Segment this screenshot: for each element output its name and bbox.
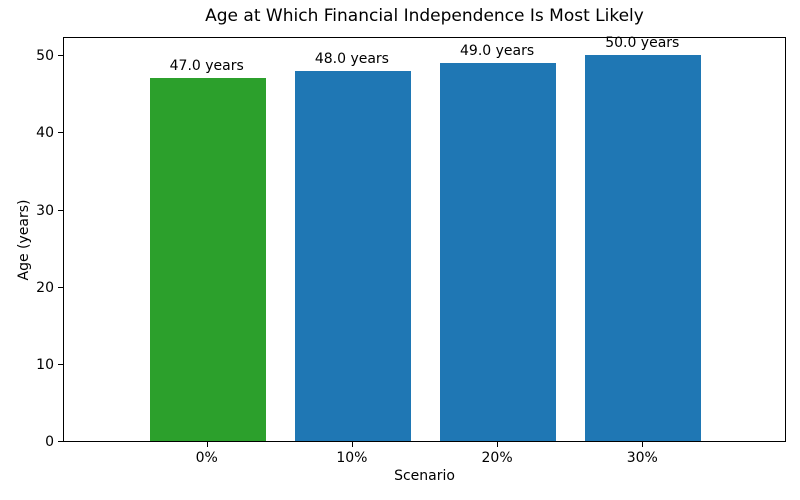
x-tick-label-10%: 10% <box>336 450 368 466</box>
x-axis-label: Scenario <box>394 468 455 484</box>
bar-10% <box>294 70 411 441</box>
y-tick-label-40: 40 <box>36 125 54 142</box>
x-tick-label-20%: 20% <box>481 450 513 466</box>
y-tick-label-10: 10 <box>36 356 54 373</box>
x-tick-mark-30% <box>642 442 644 447</box>
x-tick-mark-20% <box>497 442 499 447</box>
x-tick-label-0%: 0% <box>195 450 218 466</box>
y-tick-mark-0 <box>58 441 63 442</box>
bar-value-label-20%: 49.0 years <box>460 43 535 59</box>
y-tick-label-0: 0 <box>45 434 54 450</box>
x-tick-mark-10% <box>351 442 353 447</box>
y-tick-mark-10 <box>58 363 63 365</box>
bar-value-label-10%: 48.0 years <box>314 50 389 67</box>
plot-area <box>63 37 786 442</box>
x-tick-label-30%: 30% <box>626 450 658 466</box>
bar-value-label-0%: 47.0 years <box>169 58 244 75</box>
y-tick-mark-40 <box>58 132 63 134</box>
bar-0% <box>149 78 266 441</box>
bar-20% <box>440 63 557 441</box>
bar-30% <box>585 55 702 441</box>
y-tick-mark-20 <box>58 286 63 288</box>
y-tick-label-50: 50 <box>36 48 54 65</box>
y-tick-label-30: 30 <box>36 202 54 219</box>
x-tick-mark-0% <box>206 442 208 447</box>
y-tick-mark-50 <box>58 55 63 57</box>
y-tick-mark-30 <box>58 209 63 211</box>
bar-value-label-30%: 50.0 years <box>605 35 680 52</box>
chart-title: Age at Which Financial Independence Is M… <box>205 6 644 26</box>
y-tick-label-20: 20 <box>36 279 54 296</box>
